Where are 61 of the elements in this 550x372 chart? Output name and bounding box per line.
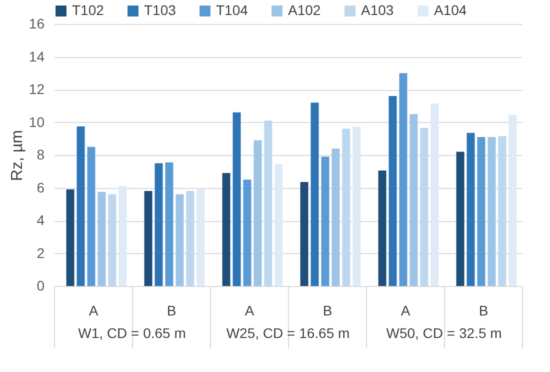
y-tick-label: 14 bbox=[28, 48, 45, 64]
legend-label: T103 bbox=[144, 2, 176, 18]
bar bbox=[410, 114, 418, 286]
bar bbox=[243, 180, 252, 286]
bar bbox=[498, 136, 506, 286]
bar bbox=[264, 120, 272, 286]
bar bbox=[186, 191, 194, 286]
bar bbox=[310, 102, 319, 286]
bar bbox=[456, 152, 464, 286]
bar bbox=[165, 162, 174, 286]
legend-label: T102 bbox=[72, 2, 104, 18]
y-tick-label: 0 bbox=[36, 278, 45, 294]
x-tick-label: A bbox=[400, 302, 411, 318]
bar bbox=[222, 173, 230, 286]
bar bbox=[76, 126, 85, 286]
bar bbox=[196, 189, 205, 286]
bar bbox=[300, 182, 308, 286]
bar bbox=[430, 103, 439, 286]
bar bbox=[144, 191, 152, 286]
bar bbox=[508, 114, 517, 286]
bar bbox=[399, 73, 408, 286]
bar bbox=[352, 126, 361, 286]
bar bbox=[232, 112, 241, 286]
bar bbox=[488, 136, 496, 286]
text: W1, CD = 0.65 m bbox=[78, 325, 186, 341]
legend-label: T104 bbox=[216, 2, 248, 18]
y-tick-label: 10 bbox=[28, 114, 45, 130]
bar bbox=[87, 146, 96, 286]
legend-label: A103 bbox=[361, 2, 394, 18]
bar bbox=[254, 140, 262, 286]
x-tick-label: A bbox=[244, 302, 255, 318]
legend-label: A104 bbox=[434, 2, 467, 18]
y-axis-title: Rz, µm bbox=[8, 130, 26, 181]
y-tick-label: 6 bbox=[36, 179, 45, 196]
bar bbox=[388, 96, 397, 286]
x-tick-label: A bbox=[88, 302, 99, 318]
y-tick-label: 2 bbox=[36, 244, 45, 261]
bar bbox=[108, 194, 116, 286]
text: W50, CD = 32.5 m bbox=[386, 325, 502, 341]
legend-label: A102 bbox=[288, 2, 321, 18]
bar bbox=[154, 163, 163, 286]
bar bbox=[274, 164, 283, 286]
bar bbox=[321, 156, 330, 286]
bar bbox=[332, 148, 340, 286]
x-tick-label: B bbox=[166, 302, 176, 318]
bar bbox=[466, 132, 475, 286]
x-tick-label: B bbox=[322, 302, 332, 318]
x-tick-label: B bbox=[478, 302, 488, 318]
y-tick-label: 16 bbox=[28, 16, 45, 32]
y-tick-label: 8 bbox=[36, 146, 45, 162]
bar bbox=[378, 170, 386, 286]
bar bbox=[98, 192, 106, 286]
bar bbox=[176, 194, 184, 286]
bar bbox=[477, 136, 486, 286]
bar bbox=[342, 128, 350, 286]
y-tick-label: 12 bbox=[28, 81, 45, 97]
y-tick-label: 4 bbox=[36, 212, 45, 228]
bar bbox=[420, 128, 428, 286]
text: W25, CD = 16.65 m bbox=[226, 325, 350, 341]
bar bbox=[118, 186, 127, 286]
bar bbox=[66, 189, 74, 286]
